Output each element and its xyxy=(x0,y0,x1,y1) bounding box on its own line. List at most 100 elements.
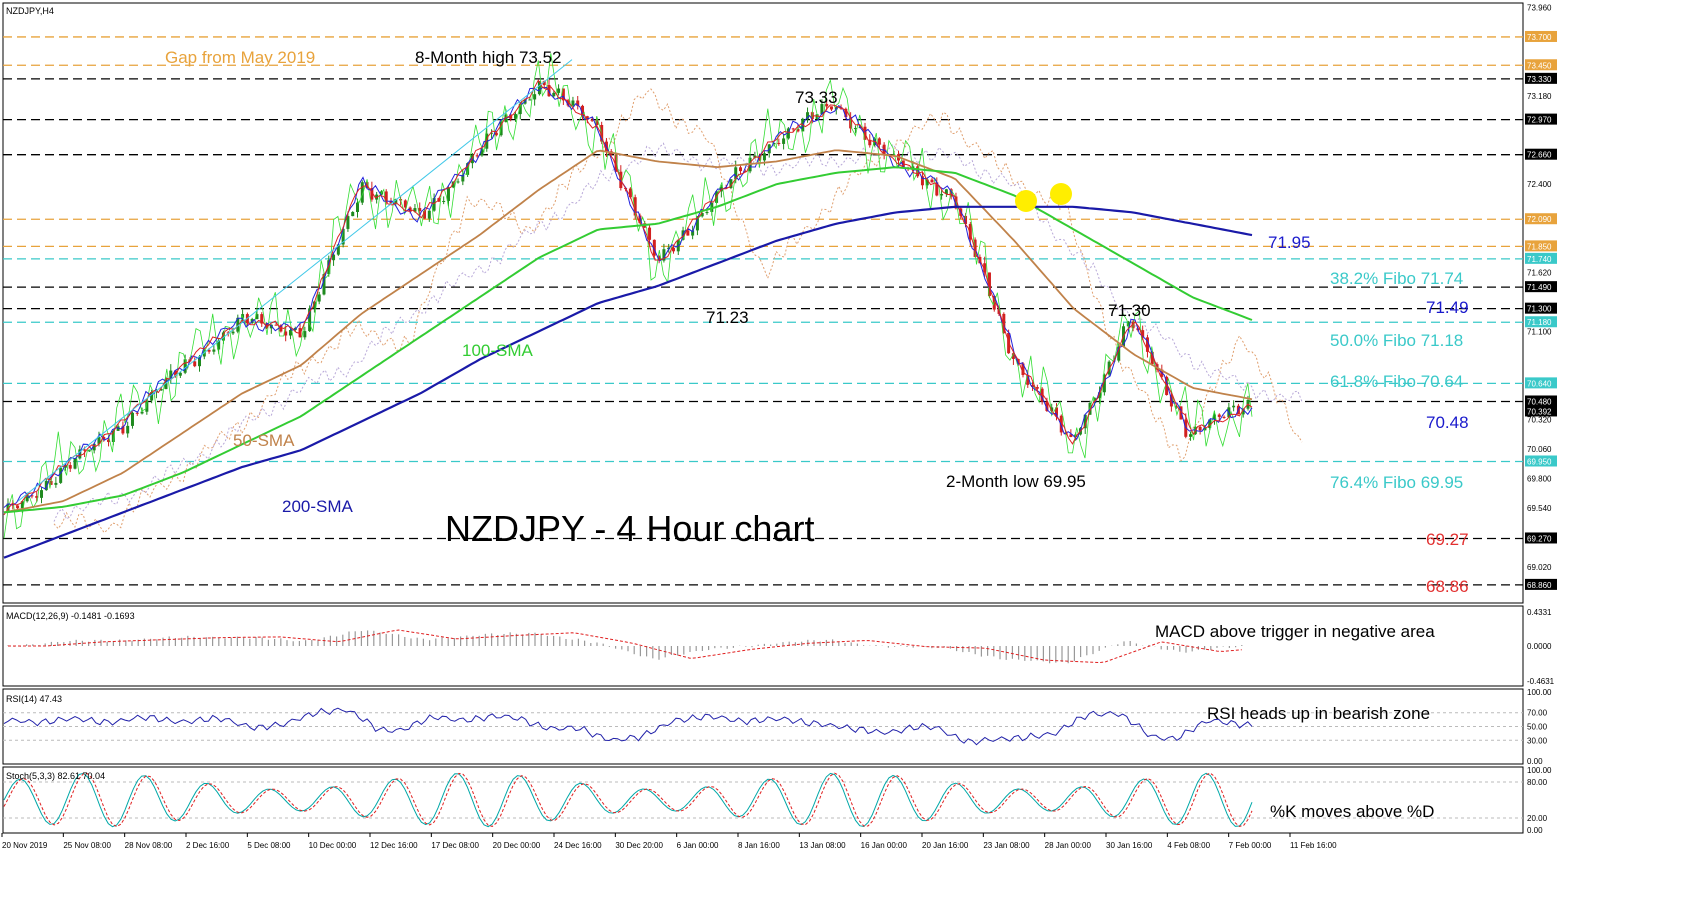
candle-body xyxy=(317,294,321,302)
candle-body xyxy=(418,208,422,212)
candle-body xyxy=(1126,321,1130,327)
candle-body xyxy=(877,138,881,145)
price-tag xyxy=(1525,405,1557,417)
candle-body xyxy=(130,412,134,426)
price-tag xyxy=(1525,281,1557,293)
high-label: 8-Month high 73.52 xyxy=(415,48,562,67)
candle-body xyxy=(226,332,230,334)
candle-body xyxy=(87,450,91,452)
fibo382-label: 38.2% Fibo 71.74 xyxy=(1330,269,1463,288)
x-axis-label: 20 Jan 16:00 xyxy=(922,841,969,850)
candle-body xyxy=(1045,401,1049,411)
cloud-span-a xyxy=(53,88,1303,534)
candle-body xyxy=(207,349,211,352)
candle-body xyxy=(346,216,350,229)
candle-body xyxy=(308,308,312,332)
candle-body xyxy=(92,443,96,451)
macd-note: MACD above trigger in negative area xyxy=(1155,622,1435,641)
candle-body xyxy=(595,119,599,125)
x-axis-label: 7 Feb 00:00 xyxy=(1229,841,1272,850)
label-6927: 69.27 xyxy=(1426,530,1469,549)
candle-body xyxy=(786,128,790,139)
label-7195: 71.95 xyxy=(1268,233,1311,252)
candle-body xyxy=(1208,419,1212,429)
candle-body xyxy=(911,166,915,168)
candle-body xyxy=(413,208,417,212)
candle-body xyxy=(35,496,39,498)
x-axis-label: 30 Dec 20:00 xyxy=(615,841,663,850)
candle-body xyxy=(427,210,431,219)
candle-body xyxy=(576,100,580,106)
x-axis-label: 10 Dec 00:00 xyxy=(309,841,357,850)
low-label: 2-Month low 69.95 xyxy=(946,472,1086,491)
candle-body xyxy=(312,301,316,309)
candle-body xyxy=(566,100,570,106)
candle-body xyxy=(1026,375,1030,385)
label-6886: 68.86 xyxy=(1426,577,1469,596)
candle-body xyxy=(1102,374,1106,393)
candle-body xyxy=(44,480,48,491)
x-axis-label: 25 Nov 08:00 xyxy=(63,841,111,850)
candle-body xyxy=(1198,426,1202,431)
price-tag-label: 72.090 xyxy=(1527,215,1552,224)
candle-body xyxy=(590,119,594,121)
price-tag-label: 73.330 xyxy=(1527,75,1552,84)
candle-body xyxy=(178,372,182,376)
candle-body xyxy=(695,216,699,231)
candle-body xyxy=(288,330,292,336)
candle-body xyxy=(274,324,278,326)
candle-body xyxy=(581,105,585,117)
candle-body xyxy=(327,260,331,275)
candle-body xyxy=(20,501,24,509)
candle-body xyxy=(638,215,642,224)
tenkan-line xyxy=(3,79,1253,516)
price-tag xyxy=(1525,252,1557,264)
price-tag xyxy=(1525,113,1557,125)
price-axis-label: 69.540 xyxy=(1527,504,1552,513)
candle-body xyxy=(73,458,77,469)
rsi-axis-label: 70.00 xyxy=(1527,709,1548,718)
gap-label: Gap from May 2019 xyxy=(165,48,315,67)
candle-body xyxy=(829,106,833,110)
stoch-d-line xyxy=(3,772,1253,828)
candle-body xyxy=(739,167,743,172)
price-tag xyxy=(1525,213,1557,225)
macd-header: MACD(12,26,9) -0.1481 -0.1693 xyxy=(6,611,135,621)
candle-body xyxy=(30,495,34,497)
price-tag xyxy=(1525,578,1557,590)
candle-body xyxy=(111,430,115,442)
x-axis-label: 8 Jan 16:00 xyxy=(738,841,780,850)
candle-body xyxy=(442,200,446,202)
candle-body xyxy=(671,247,675,252)
price-tag xyxy=(1525,532,1557,544)
candle-body xyxy=(935,182,939,196)
price-tag xyxy=(1525,148,1557,160)
price-tag-label: 68.860 xyxy=(1527,581,1552,590)
candle-body xyxy=(968,223,972,240)
candle-body xyxy=(1050,407,1054,411)
candle-body xyxy=(782,138,786,144)
stoch-axis-label: 0.00 xyxy=(1527,826,1543,835)
price-tag xyxy=(1525,240,1557,252)
candle-body xyxy=(336,244,340,255)
candle-body xyxy=(920,176,924,186)
candle-body xyxy=(552,92,556,97)
crossover-marker xyxy=(1015,190,1037,212)
candle-body xyxy=(1150,351,1154,365)
price-tag-label: 73.700 xyxy=(1527,33,1552,42)
candle-body xyxy=(734,167,738,180)
candle-body xyxy=(983,263,987,273)
candle-body xyxy=(825,104,829,107)
x-axis-label: 20 Nov 2019 xyxy=(2,841,48,850)
candle-body xyxy=(791,128,795,130)
candle-body xyxy=(1179,406,1183,420)
candle-body xyxy=(762,153,766,161)
candle-body xyxy=(255,314,259,320)
candle-body xyxy=(68,465,72,469)
candle-body xyxy=(705,211,709,214)
price-tag xyxy=(1525,59,1557,71)
candle-body xyxy=(820,104,824,115)
candle-body xyxy=(1064,432,1068,435)
stoch-note: %K moves above %D xyxy=(1270,802,1434,821)
candle-body xyxy=(700,213,704,217)
